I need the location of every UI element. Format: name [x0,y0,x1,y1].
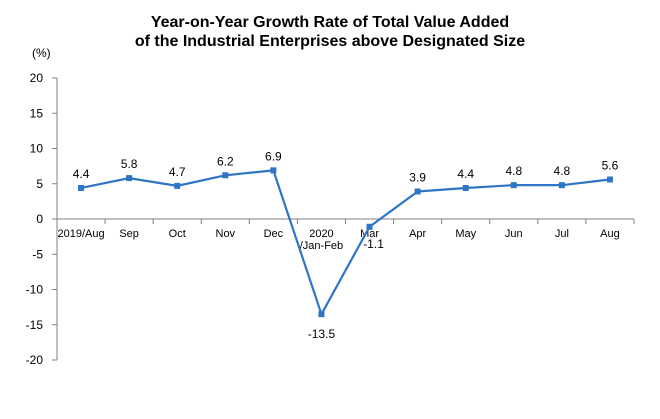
y-tick-label: 0 [36,212,43,226]
data-label: -13.5 [308,327,336,341]
data-label: 4.8 [505,164,522,178]
y-tick-label: -5 [32,247,43,261]
data-label: 4.4 [73,167,90,181]
y-tick-label: -20 [26,353,44,367]
data-label: -1.1 [363,237,384,251]
x-tick-label: May [455,228,476,240]
data-label: 5.6 [602,159,619,173]
y-axis-unit-label: (%) [32,46,51,60]
data-label: 4.7 [169,165,186,179]
data-label: 3.9 [409,171,426,185]
y-tick-label: 15 [30,106,44,120]
data-point [270,167,277,174]
chart-title-line-2: of the Industrial Enterprises above Desi… [134,33,526,50]
chart-title-line-1: Year-on-Year Growth Rate of Total Value … [150,14,510,31]
data-label: 4.4 [457,167,474,181]
y-tick-label: 20 [30,71,44,85]
data-point [126,175,133,182]
y-tick-label: -15 [26,318,44,332]
chart-title: Year-on-Year Growth Rate of Total Value … [0,13,660,51]
data-point [606,176,613,183]
y-tick-label: -10 [26,283,44,297]
data-point [366,223,373,230]
data-point [78,184,85,191]
data-point [222,172,229,179]
y-tick-label: 10 [30,142,44,156]
data-point [558,182,565,189]
data-point [510,182,517,189]
x-tick-label: Apr [409,228,426,240]
data-point [414,188,421,195]
series-line [80,169,611,316]
data-label: 4.8 [554,164,571,178]
x-tick-label: Dec [264,228,284,240]
x-tick-label: Aug [600,228,620,240]
x-tick-label: Jul [555,228,569,240]
data-point [462,184,469,191]
data-point [174,182,181,189]
x-tick-label: Sep [119,228,139,240]
x-tick-label: Jun [505,228,523,240]
data-point [318,311,325,318]
x-tick-label: Nov [216,228,236,240]
y-tick-label: 5 [36,177,43,191]
data-label: 6.2 [217,154,234,168]
data-label: 6.9 [265,149,282,163]
x-tick-label: Oct [169,228,186,240]
data-label: 5.8 [121,157,138,171]
x-tick-label: 2020/Jan-Feb [300,228,343,252]
x-tick-label: 2019/Aug [57,228,104,240]
